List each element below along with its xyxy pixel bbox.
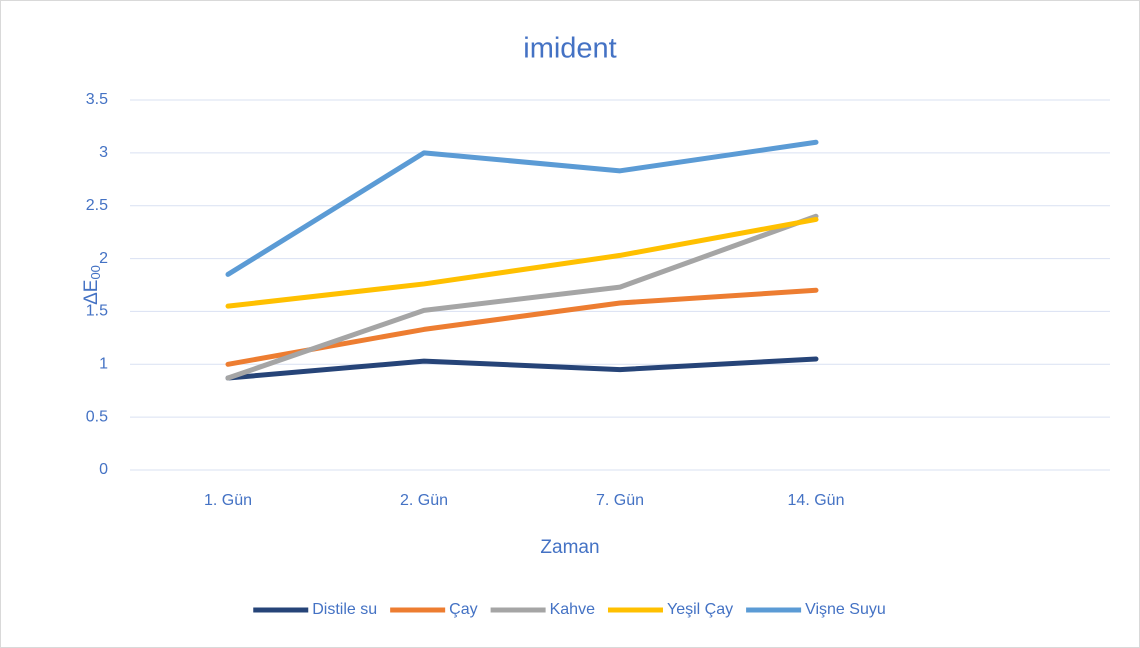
legend-item: Vişne Suyu: [746, 601, 886, 618]
y-axis-label-main: ΔE: [81, 280, 102, 305]
legend-label: Çay: [449, 601, 477, 618]
y-axis-label-sub: 00: [88, 265, 103, 279]
x-tick-label: 7. Gün: [596, 492, 644, 509]
y-axis-label: ΔE00: [81, 265, 103, 305]
legend-label: Kahve: [550, 601, 595, 618]
y-tick-label: 3: [99, 144, 108, 161]
legend-item: Çay: [390, 601, 478, 618]
legend-item: Distile su: [253, 601, 377, 618]
legend-label: Yeşil Çay: [667, 601, 733, 618]
x-tick-label: 1. Gün: [204, 492, 252, 509]
series-line: [225, 139, 819, 277]
y-tick-label: 0: [99, 461, 108, 478]
legend-label: Vişne Suyu: [805, 601, 886, 618]
series-line: [225, 216, 819, 309]
y-tick-label: 1: [99, 356, 108, 373]
y-tick-label: 2: [99, 250, 108, 267]
series-line: [225, 356, 819, 381]
y-tick-label: 0.5: [86, 408, 108, 425]
y-tick-label: 1.5: [86, 303, 108, 320]
x-tick-label: 14. Gün: [788, 492, 845, 509]
x-tick-label: 2. Gün: [400, 492, 448, 509]
series-line: [225, 213, 819, 381]
chart-title: imident: [523, 33, 617, 65]
legend-item: Yeşil Çay: [607, 601, 733, 618]
x-axis-label: Zaman: [540, 537, 599, 558]
y-tick-label: 3.5: [86, 91, 108, 108]
legend-item: Kahve: [490, 601, 595, 618]
legend-label: Distile su: [312, 601, 377, 618]
y-tick-label: 2.5: [86, 197, 108, 214]
